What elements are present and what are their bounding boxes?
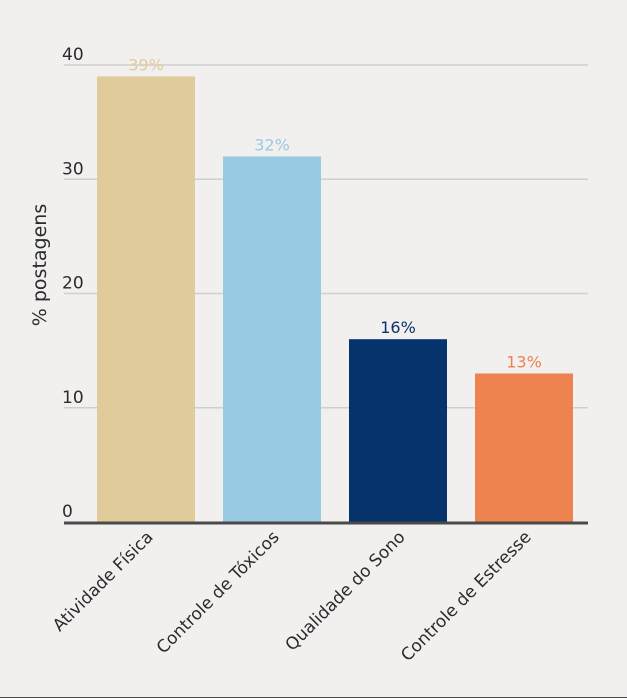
x-tick-label: Controle de Estresse — [397, 527, 535, 665]
y-axis-ticks: 0 10 20 30 40 — [62, 45, 84, 522]
data-label: 16% — [380, 318, 416, 337]
data-label: 39% — [128, 55, 164, 74]
y-tick-label: 30 — [62, 159, 84, 179]
bar — [349, 339, 447, 522]
x-tick-label: Atividade Física — [49, 527, 157, 635]
y-tick-label: 20 — [62, 274, 84, 294]
bar — [97, 76, 195, 523]
y-tick-label: 0 — [62, 502, 73, 522]
data-label: 13% — [506, 352, 542, 371]
data-labels: 39% 32% 16% 13% — [128, 55, 542, 371]
x-tick-label: Controle de Tóxicos — [153, 527, 284, 658]
y-axis-title: % postagens — [29, 204, 51, 326]
data-label: 32% — [254, 135, 290, 154]
bars — [97, 76, 573, 523]
x-tick-label: Qualidade do Sono — [282, 527, 410, 655]
y-tick-label: 10 — [62, 388, 84, 408]
y-tick-label: 40 — [62, 45, 84, 65]
bar — [223, 156, 321, 522]
bar — [475, 373, 573, 522]
